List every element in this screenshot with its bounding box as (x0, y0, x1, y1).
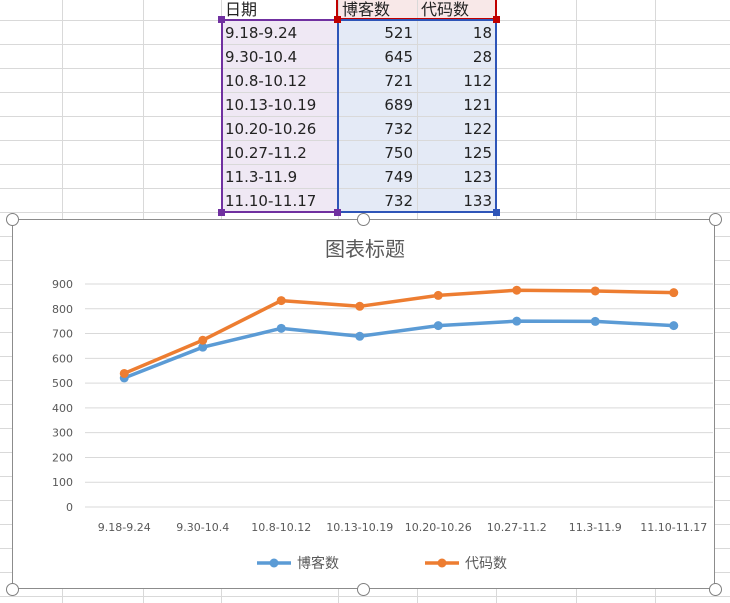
data-point-code[interactable] (512, 285, 522, 295)
range-handle-blogs[interactable] (334, 16, 341, 23)
cell-code[interactable]: 123 (463, 168, 492, 186)
range-border-code (337, 19, 497, 213)
row-gridline (0, 92, 730, 93)
legend-label-blogs[interactable]: 博客数 (297, 555, 339, 572)
data-point-code[interactable] (433, 290, 443, 300)
cell-code[interactable]: 121 (463, 96, 492, 114)
y-tick-label: 700 (52, 328, 73, 341)
range-border-date (221, 19, 339, 213)
cell-date[interactable]: 10.20-10.26 (225, 120, 317, 138)
cell-code[interactable]: 18 (472, 24, 492, 42)
data-point-code[interactable] (198, 335, 208, 345)
series-lines (123, 288, 674, 380)
range-handle-date[interactable] (218, 16, 225, 23)
header-date[interactable]: 日期 (225, 0, 258, 19)
y-tick-label: 0 (66, 501, 73, 514)
x-tick-label: 10.27-11.2 (487, 521, 547, 534)
header-code[interactable]: 代码数 (421, 0, 470, 19)
row-gridline (0, 188, 730, 189)
data-point-blogs[interactable] (433, 321, 443, 331)
cell-blogs[interactable]: 732 (384, 120, 413, 138)
y-tick-label: 200 (52, 451, 73, 464)
resize-handle-top[interactable] (357, 213, 370, 226)
y-tick-label: 500 (52, 377, 73, 390)
cell-blogs[interactable]: 645 (384, 48, 413, 66)
series-line-code[interactable] (123, 288, 674, 376)
legend-point-marker (437, 558, 447, 568)
row-gridline (0, 44, 730, 45)
y-tick-label: 300 (52, 427, 73, 440)
y-tick-label: 800 (52, 303, 73, 316)
cell-blogs[interactable]: 732 (384, 192, 413, 210)
x-tick-label: 11.3-11.9 (569, 521, 622, 534)
cell-date[interactable]: 9.30-10.4 (225, 48, 298, 66)
resize-handle-bottom-left[interactable] (6, 583, 19, 596)
cell-date[interactable]: 11.3-11.9 (225, 168, 298, 186)
resize-handle-bottom-right[interactable] (709, 583, 722, 596)
line-chart: 图表标题 0 100 200 300 400 500 600 700 800 900 9.18-9… (52, 237, 713, 572)
data-point-code[interactable] (276, 296, 286, 306)
cell-blogs[interactable]: 689 (384, 96, 413, 114)
cell-code[interactable]: 125 (463, 144, 492, 162)
resize-handle-top-left[interactable] (6, 213, 19, 226)
cell-date[interactable]: 9.18-9.24 (225, 24, 298, 42)
resize-handle-top-right[interactable] (709, 213, 722, 226)
cell-code[interactable]: 122 (463, 120, 492, 138)
row-gridline (0, 596, 730, 597)
row-gridline (0, 116, 730, 117)
data-point-blogs[interactable] (669, 321, 679, 331)
chart-object[interactable]: 图表标题 0 100 200 300 400 500 600 700 800 900 9.18-9… (12, 219, 715, 589)
data-point-code[interactable] (355, 301, 365, 311)
y-tick-labels: 0 100 200 300 400 500 600 700 800 900 (52, 278, 73, 514)
data-point-code[interactable] (119, 368, 129, 378)
cell-date[interactable]: 10.27-11.2 (225, 144, 307, 162)
x-tick-label: 9.30-10.4 (176, 521, 229, 534)
cell-code[interactable]: 112 (463, 72, 492, 90)
legend[interactable]: 博客数 代码数 (257, 555, 507, 572)
y-tick-label: 900 (52, 278, 73, 291)
x-tick-label: 10.8-10.12 (251, 521, 311, 534)
cell-date[interactable]: 11.10-11.17 (225, 192, 317, 210)
y-tick-label: 100 (52, 476, 73, 489)
row-gridline (0, 164, 730, 165)
y-tick-label: 600 (52, 352, 73, 365)
data-point-blogs[interactable] (198, 342, 208, 352)
resize-handle-bottom[interactable] (357, 583, 370, 596)
x-tick-label: 10.20-10.26 (405, 521, 472, 534)
legend-label-code[interactable]: 代码数 (465, 556, 507, 572)
row-gridline (0, 140, 730, 141)
series-line-blogs[interactable] (123, 319, 674, 380)
range-handle-date-bottom[interactable] (218, 209, 225, 216)
data-point-blogs[interactable] (590, 316, 600, 326)
x-tick-label: 9.18-9.24 (98, 521, 151, 534)
cell-code[interactable]: 28 (472, 48, 492, 66)
cell-date[interactable]: 10.13-10.19 (225, 96, 317, 114)
cell-blogs[interactable]: 750 (384, 144, 413, 162)
cell-date[interactable]: 10.8-10.12 (225, 72, 307, 90)
range-handle-code-br[interactable] (493, 209, 500, 216)
y-gridlines (85, 283, 713, 508)
series-points (119, 285, 679, 383)
legend-point-marker (269, 558, 279, 568)
cell-blogs[interactable]: 721 (384, 72, 413, 90)
cell-blogs[interactable]: 521 (384, 24, 413, 42)
data-point-blogs[interactable] (276, 323, 286, 333)
data-point-code[interactable] (590, 286, 600, 296)
x-tick-label: 11.10-11.17 (640, 521, 707, 534)
data-point-blogs[interactable] (512, 316, 522, 326)
data-point-blogs[interactable] (355, 331, 365, 341)
range-handle-date-right[interactable] (334, 209, 341, 216)
cell-code[interactable]: 133 (463, 192, 492, 210)
x-tick-labels: 9.18-9.24 9.30-10.4 10.8-10.12 10.13-10.19 1… (98, 521, 707, 534)
x-tick-label: 10.13-10.19 (326, 521, 393, 534)
header-blogs[interactable]: 博客数 (342, 0, 391, 19)
row-gridline (0, 68, 730, 69)
range-border-blogs (336, 0, 497, 20)
range-handle-code-tl[interactable] (493, 16, 500, 23)
data-point-code[interactable] (669, 288, 679, 298)
y-tick-label: 400 (52, 402, 73, 415)
cell-blogs[interactable]: 749 (384, 168, 413, 186)
chart-title[interactable]: 图表标题 (325, 237, 405, 261)
